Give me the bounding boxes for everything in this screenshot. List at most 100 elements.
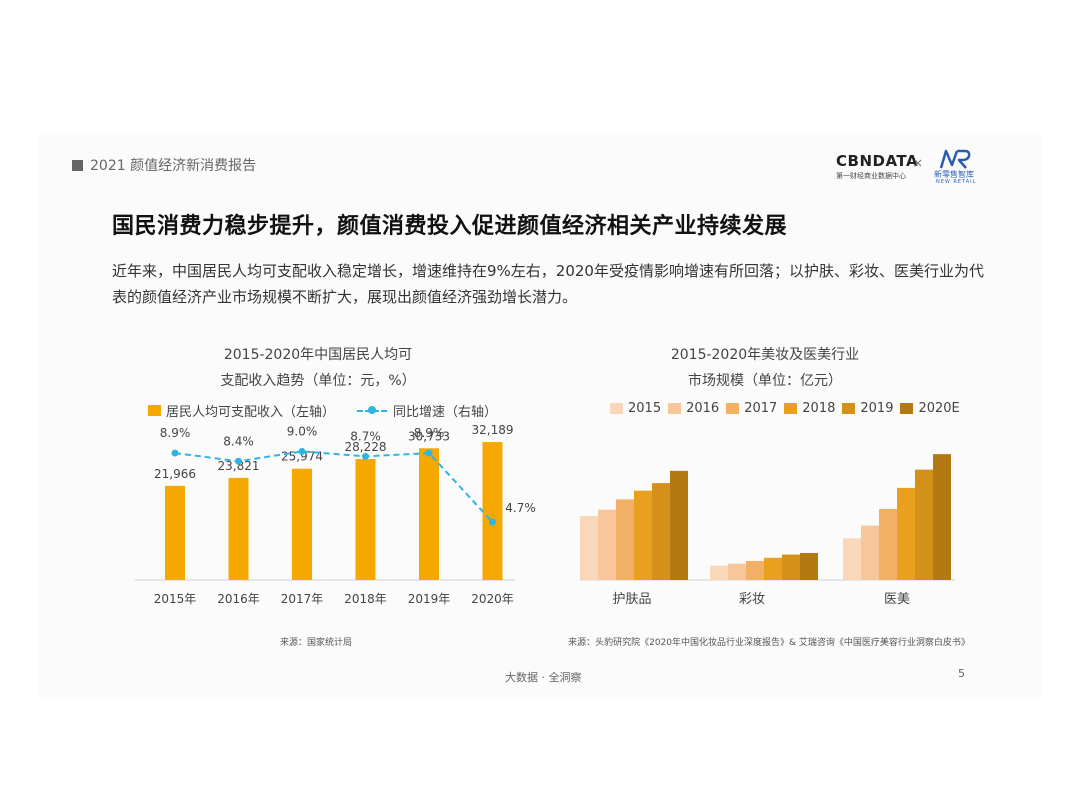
legend-label-2016: 2016 xyxy=(686,401,720,416)
new-retail-subtitle: NEW RETAIL xyxy=(936,179,977,185)
legend-label-2015: 2015 xyxy=(628,401,662,416)
legend-swatch-income xyxy=(148,405,161,416)
income-chart: 21,966 2015年 23,821 2016年 25,974 2017年 28,228 2… xyxy=(135,423,536,606)
market-bar-2-2019 xyxy=(915,469,933,580)
slide-background xyxy=(38,135,1042,697)
income-chart-source: 来源：国家统计局 xyxy=(280,638,353,648)
legend-item-growth: 同比增速（右轴） xyxy=(357,401,497,420)
legend-swatch-2015 xyxy=(610,403,623,414)
income-x-label-5: 2020年 xyxy=(471,592,514,606)
income-bar-5 xyxy=(482,442,503,580)
legend-item-2017: 2017 xyxy=(726,401,777,416)
growth-point-1 xyxy=(235,457,242,465)
income-chart-title-line1: 2015-2020年中国居民人均可 xyxy=(223,347,413,363)
legend-swatch-2020E xyxy=(900,403,914,414)
income-chart-title-line2: 支配收入趋势（单位：元，%） xyxy=(220,373,416,389)
market-chart-title-line1: 2015-2020年美妆及医美行业 xyxy=(670,347,860,363)
income-value-label-5: 32,189 xyxy=(472,423,514,437)
legend-swatch-2016 xyxy=(668,403,682,414)
market-bar-1-2019 xyxy=(782,554,800,580)
growth-point-0 xyxy=(171,449,179,457)
legend-item-2019: 2019 xyxy=(842,401,893,416)
income-x-label-3: 2018年 xyxy=(344,592,387,606)
income-value-label-4: 30,733 xyxy=(408,429,450,443)
new-retail-name: 新零售智库 xyxy=(934,170,974,179)
income-value-label-3: 28,228 xyxy=(345,440,387,454)
market-bar-1-2015 xyxy=(710,565,728,580)
market-chart-legend: 2015 2016 2017 2018 2019 2020E xyxy=(610,401,967,416)
market-chart: 护肤品 彩妆 医美 xyxy=(580,454,955,607)
legend-item-2020E: 2020E xyxy=(900,401,960,416)
income-bar-0 xyxy=(165,485,185,580)
legend-item-income: 居民人均可支配收入（左轴） xyxy=(148,401,335,420)
partner-separator: × xyxy=(913,156,924,170)
legend-swatch-2019 xyxy=(842,403,856,414)
growth-label-0: 8.9% xyxy=(160,426,191,440)
new-retail-logo-icon xyxy=(939,149,971,169)
income-bar-3 xyxy=(355,459,376,580)
summary-paragraph: 近年来，中国居民人均可支配收入稳定增长，增速维持在9%左右，2020年受疫情影响… xyxy=(112,262,984,306)
market-bar-2-2015 xyxy=(843,538,861,580)
market-x-label-1: 彩妆 xyxy=(739,592,765,607)
market-bar-2-2020E xyxy=(933,454,951,580)
market-bar-0-2020E xyxy=(670,470,688,580)
market-chart-title-line2: 市场规模（单位：亿元） xyxy=(688,373,842,389)
brand-logos: CBNDATA 第一财经商业数据中心 × 新零售智库 NEW RETAIL xyxy=(836,148,976,188)
market-chart-source: 来源：头豹研究院《2020年中国化妆品行业深度报告》& 艾瑞咨询《中国医疗美容行… xyxy=(568,638,970,648)
page-title: 国民消费力稳步提升，颜值消费投入促进颜值经济相关产业持续发展 xyxy=(112,214,788,239)
legend-swatch-2017 xyxy=(726,403,740,414)
income-bar-2 xyxy=(292,468,312,580)
income-x-label-4: 2019年 xyxy=(408,592,451,606)
growth-label-1: 8.4% xyxy=(223,434,254,448)
legend-swatch-2018 xyxy=(784,403,798,414)
market-bar-0-2015 xyxy=(580,516,598,580)
income-x-label-2: 2017年 xyxy=(281,592,324,606)
market-bar-0-2018 xyxy=(634,490,652,580)
income-x-label-1: 2016年 xyxy=(217,592,260,606)
growth-point-2 xyxy=(298,447,306,455)
growth-point-3 xyxy=(362,452,369,460)
income-chart-legend: 居民人均可支配收入（左轴） 同比增速（右轴） xyxy=(148,401,505,420)
footer-tagline: 大数据 · 全洞察 xyxy=(505,671,582,684)
income-value-label-2: 25,974 xyxy=(281,450,323,464)
growth-line xyxy=(174,450,494,523)
market-chart-title: 2015-2020年美妆及医美行业 市场规模（单位：亿元） xyxy=(585,342,945,394)
market-bar-1-2020E xyxy=(800,553,818,580)
market-bar-0-2019 xyxy=(652,483,670,580)
income-bar-1 xyxy=(228,477,249,580)
legend-label-growth: 同比增速（右轴） xyxy=(393,405,498,420)
legend-label-income: 居民人均可支配收入（左轴） xyxy=(166,405,336,420)
growth-label-3: 8.7% xyxy=(350,429,381,443)
income-x-label-0: 2015年 xyxy=(154,592,197,606)
report-tag: 2021 颜值经济新消费报告 xyxy=(72,155,256,175)
report-tag-text: 2021 颜值经济新消费报告 xyxy=(90,158,257,174)
legend-item-2015: 2015 xyxy=(610,401,661,416)
square-bullet-icon xyxy=(72,159,83,171)
legend-label-2019: 2019 xyxy=(860,401,894,416)
market-x-label-0: 护肤品 xyxy=(612,592,651,607)
growth-label-4: 8.9% xyxy=(414,426,445,440)
growth-label-5: 4.7% xyxy=(505,501,536,515)
legend-swatch-growth xyxy=(357,405,388,416)
cbndata-logo: CBNDATA xyxy=(836,152,919,170)
market-x-label-2: 医美 xyxy=(884,592,910,607)
market-bar-0-2016 xyxy=(598,509,616,580)
legend-item-2016: 2016 xyxy=(668,401,719,416)
income-value-label-0: 21,966 xyxy=(154,467,196,481)
market-bar-2-2016 xyxy=(861,525,879,580)
income-bar-4 xyxy=(419,448,439,580)
income-chart-title: 2015-2020年中国居民人均可 支配收入趋势（单位：元，%） xyxy=(148,342,488,394)
market-bar-2-2017 xyxy=(879,508,897,580)
market-bar-1-2018 xyxy=(764,557,782,580)
legend-label-2017: 2017 xyxy=(744,401,778,416)
cbndata-subtitle: 第一财经商业数据中心 xyxy=(836,172,906,180)
growth-label-2: 9.0% xyxy=(287,424,318,438)
growth-point-4 xyxy=(425,449,433,457)
legend-label-2020E: 2020E xyxy=(918,401,960,416)
market-bar-2-2018 xyxy=(897,487,915,580)
growth-point-5 xyxy=(489,518,496,526)
legend-item-2018: 2018 xyxy=(784,401,835,416)
market-bar-0-2017 xyxy=(616,499,634,580)
legend-label-2018: 2018 xyxy=(802,401,836,416)
market-bar-1-2016 xyxy=(728,563,746,580)
